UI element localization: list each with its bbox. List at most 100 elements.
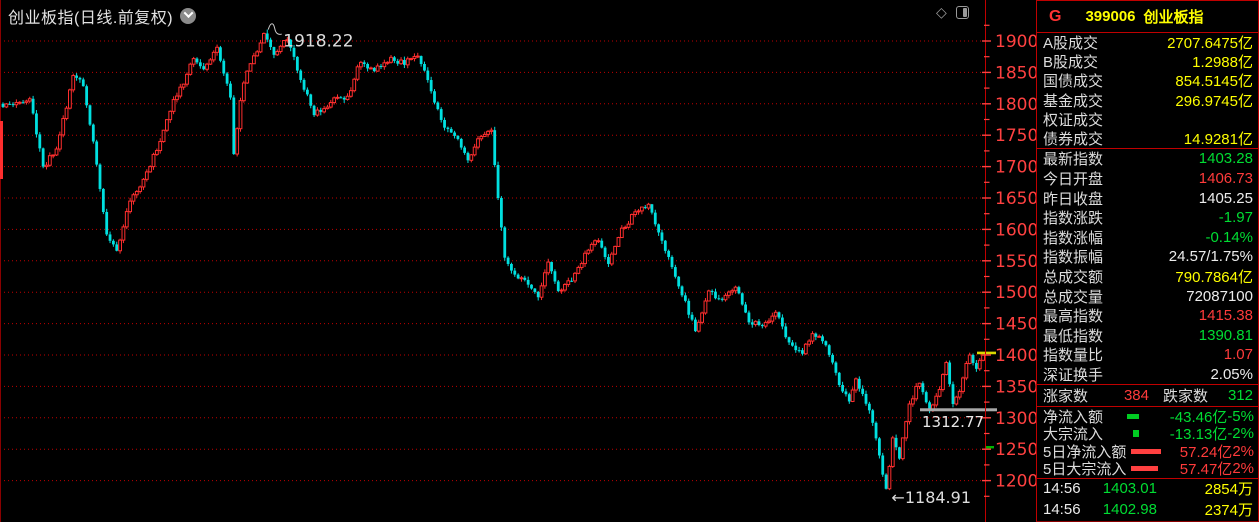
table-row: 指数振幅 24.57/1.75%	[1037, 247, 1258, 267]
row-value: 1.07	[1223, 346, 1253, 364]
row-label: 昨日收盘	[1043, 190, 1104, 208]
table-row: 总成交量 72087100	[1037, 286, 1258, 306]
row-value: 1405.25	[1198, 189, 1253, 207]
row-value: 14.9281亿	[1183, 131, 1253, 149]
row-label: 最新指数	[1043, 151, 1104, 169]
y-axis-label: 1900	[995, 32, 1036, 52]
table-row: 指数量比 1.07	[1037, 345, 1258, 365]
stock-code: 399006	[1085, 8, 1136, 25]
y-axis-label: 1850	[995, 63, 1036, 83]
tick-price: 1403.01	[1102, 480, 1157, 498]
tick-list[interactable]: 14:56 1403.01 2854万 14:56 1402.98 2374万	[1037, 479, 1258, 520]
table-row: 深证换手 2.05%	[1037, 365, 1258, 385]
decliners-count: 312	[1227, 387, 1253, 405]
row-label: 5日净流入额	[1043, 443, 1127, 461]
breadth-row: 涨家数 384 跌家数 312	[1037, 385, 1258, 408]
row-label: 5日大宗流入	[1043, 461, 1127, 479]
row-value: 2.05%	[1210, 365, 1253, 383]
high-annotation: 1918.22	[283, 32, 353, 52]
level-annotation: 1312.77	[922, 413, 984, 431]
table-row: 指数涨幅 -0.14%	[1037, 228, 1258, 248]
table-row: B股成交 1.2988亿	[1037, 52, 1258, 71]
row-label: A股成交	[1043, 35, 1099, 53]
row-value: 854.5145亿	[1175, 73, 1253, 91]
advancers-count: 384	[1123, 387, 1149, 405]
row-label: 深证换手	[1043, 366, 1104, 384]
table-row: 昨日收盘 1405.25	[1037, 188, 1258, 208]
row-value: 57.24亿	[1179, 443, 1233, 461]
table-row: 5日大宗流入 57.47亿 2%	[1037, 460, 1258, 478]
flow-bar	[1131, 466, 1159, 472]
table-row: 净流入额 -43.46亿 -5%	[1037, 407, 1258, 426]
index-stats-table: 最新指数 1403.28 今日开盘 1406.73 昨日收盘 1405.25 指数涨跌 -1.…	[1037, 149, 1258, 386]
flow-bar-slot	[1127, 430, 1163, 438]
table-row: 国债成交 854.5145亿	[1037, 71, 1258, 90]
row-label: 指数涨跌	[1043, 210, 1104, 228]
row-percent: -2%	[1227, 425, 1254, 443]
row-label: 最高指数	[1043, 308, 1104, 326]
table-row: 14:56 1403.01 2854万	[1037, 479, 1258, 500]
row-label: 国债成交	[1043, 73, 1104, 91]
row-value: 296.9745亿	[1175, 92, 1253, 110]
row-value: 24.57/1.75%	[1168, 248, 1253, 266]
market-turnover-table: A股成交 2707.6475亿 B股成交 1.2988亿国债成交 854.5145亿基金…	[1037, 33, 1258, 150]
candlestick-chart[interactable]: 1900 1850 1800 1750 1700 1650 1600 1550 1500 1450…	[0, 0, 1036, 522]
row-value: -13.13亿	[1169, 426, 1228, 444]
chart-corner-tools: ◇	[936, 5, 969, 19]
page-title: 创业板指(日线.前复权)	[8, 10, 174, 27]
y-axis-label: 1800	[995, 95, 1036, 115]
y-axis-label: 1350	[995, 377, 1036, 397]
panel-toggle-icon[interactable]	[955, 5, 969, 19]
row-label: 债券成交	[1043, 131, 1104, 149]
table-row: 大宗流入 -13.13亿 -2%	[1037, 425, 1258, 443]
table-row: 指数涨跌 -1.97	[1037, 208, 1258, 228]
row-label: 指数量比	[1043, 347, 1104, 365]
row-value: 790.7864亿	[1175, 268, 1253, 286]
y-axis-label: 1300	[995, 409, 1036, 429]
y-axis-label: 1400	[995, 346, 1036, 366]
flow-bar	[1132, 430, 1139, 438]
table-row: 权证成交	[1037, 110, 1258, 129]
row-label: 最低指数	[1043, 327, 1104, 345]
y-axis-label: 1700	[995, 158, 1036, 178]
chevron-down-icon[interactable]	[180, 8, 197, 24]
tick-volume: 2854万	[1204, 481, 1253, 499]
y-axis-label: 1500	[995, 283, 1036, 303]
quote-header: G 399006 创业板指	[1037, 1, 1258, 33]
decliners-label: 跌家数	[1163, 388, 1209, 406]
row-label: 总成交量	[1043, 288, 1104, 306]
tick-price: 1402.98	[1102, 500, 1157, 518]
advancers-label: 涨家数	[1043, 388, 1089, 406]
table-row: 最低指数 1390.81	[1037, 325, 1258, 345]
row-value: -43.46亿	[1169, 408, 1228, 426]
diamond-icon[interactable]: ◇	[936, 4, 947, 20]
row-value: 1390.81	[1198, 326, 1253, 344]
y-axis-label: 1550	[995, 252, 1036, 272]
flow-bar-slot	[1126, 413, 1163, 419]
row-value: 1406.73	[1198, 170, 1253, 188]
row-label: 指数振幅	[1043, 249, 1104, 267]
market-badge: G	[1049, 7, 1062, 25]
stock-name: 创业板指	[1143, 9, 1204, 26]
flow-bar	[1131, 448, 1162, 454]
row-value: -1.97	[1218, 209, 1253, 227]
tick-volume: 2374万	[1204, 501, 1253, 519]
flow-bar-slot	[1131, 448, 1165, 454]
quote-panel: G 399006 创业板指 A股成交 2707.6475亿 B股成交 1.2988亿国…	[1036, 0, 1259, 522]
fund-flow-table: 净流入额 -43.46亿 -5% 大宗流入 -13.13亿 -2% 5日净流入额 57.24亿…	[1037, 407, 1258, 479]
row-value: 1403.28	[1198, 150, 1253, 168]
table-row: 债券成交 14.9281亿	[1037, 129, 1258, 148]
row-label: 总成交额	[1043, 268, 1104, 286]
table-row: 最新指数 1403.28	[1037, 149, 1258, 169]
table-row: 今日开盘 1406.73	[1037, 169, 1258, 189]
table-row: A股成交 2707.6475亿	[1037, 33, 1258, 52]
row-label: 权证成交	[1043, 111, 1104, 129]
table-row: 5日净流入额 57.24亿 2%	[1037, 442, 1258, 461]
y-axis-label: 1450	[995, 315, 1036, 335]
row-value: 1.2988亿	[1192, 54, 1253, 72]
row-label: 净流入额	[1043, 408, 1104, 426]
y-axis-label: 1750	[995, 126, 1036, 146]
tick-time: 14:56	[1043, 500, 1081, 518]
row-label: 基金成交	[1043, 92, 1104, 110]
